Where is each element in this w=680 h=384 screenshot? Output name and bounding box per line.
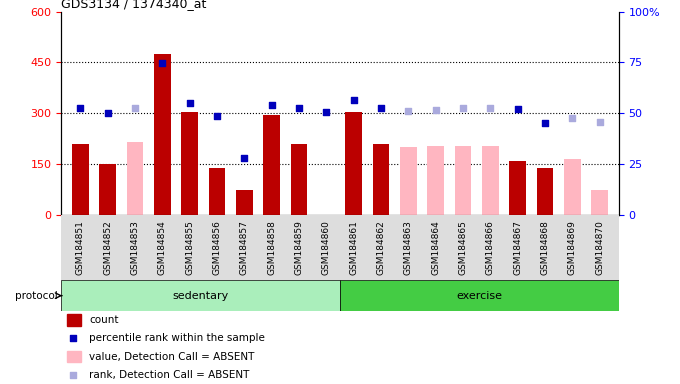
Point xyxy=(211,113,222,119)
Bar xyxy=(67,351,81,362)
Point xyxy=(430,107,441,113)
Bar xyxy=(236,190,252,215)
Bar xyxy=(154,54,171,215)
Text: GSM184854: GSM184854 xyxy=(158,220,167,275)
Bar xyxy=(291,144,307,215)
Point xyxy=(458,105,469,111)
Text: GDS3134 / 1374340_at: GDS3134 / 1374340_at xyxy=(61,0,207,10)
Text: GSM184860: GSM184860 xyxy=(322,220,331,275)
Bar xyxy=(67,314,81,326)
Bar xyxy=(564,159,581,215)
Point xyxy=(75,105,86,111)
Bar xyxy=(72,144,88,215)
Text: GSM184869: GSM184869 xyxy=(568,220,577,275)
Point xyxy=(348,96,359,103)
Text: GSM184853: GSM184853 xyxy=(131,220,139,275)
Bar xyxy=(537,167,554,215)
Point xyxy=(130,105,141,111)
Point xyxy=(267,102,277,108)
Text: value, Detection Call = ABSENT: value, Detection Call = ABSENT xyxy=(89,352,254,362)
Bar xyxy=(509,161,526,215)
Point xyxy=(567,115,578,121)
Text: GSM184862: GSM184862 xyxy=(377,220,386,275)
Point xyxy=(157,60,168,66)
Text: protocol: protocol xyxy=(16,291,58,301)
Text: GSM184856: GSM184856 xyxy=(212,220,222,275)
Text: exercise: exercise xyxy=(456,291,503,301)
Text: GSM184865: GSM184865 xyxy=(458,220,468,275)
Bar xyxy=(61,280,340,311)
Point xyxy=(512,106,523,112)
Bar xyxy=(428,146,444,215)
Text: GSM184863: GSM184863 xyxy=(404,220,413,275)
Point xyxy=(102,110,113,116)
Bar xyxy=(182,112,198,215)
Point xyxy=(239,155,250,161)
Point xyxy=(184,100,195,106)
Bar xyxy=(126,142,143,215)
Bar xyxy=(592,190,608,215)
Text: GSM184859: GSM184859 xyxy=(294,220,303,275)
Bar xyxy=(345,112,362,215)
Point xyxy=(539,121,550,127)
Point xyxy=(68,372,79,378)
Bar xyxy=(400,147,417,215)
Text: GSM184864: GSM184864 xyxy=(431,220,440,275)
Text: GSM184866: GSM184866 xyxy=(486,220,495,275)
Bar xyxy=(263,115,280,215)
Text: GSM184851: GSM184851 xyxy=(76,220,85,275)
Text: GSM184858: GSM184858 xyxy=(267,220,276,275)
Bar xyxy=(340,280,619,311)
Text: GSM184852: GSM184852 xyxy=(103,220,112,275)
Text: sedentary: sedentary xyxy=(173,291,228,301)
Point xyxy=(294,105,305,111)
Point xyxy=(485,105,496,111)
Bar xyxy=(209,167,225,215)
Point xyxy=(68,335,79,341)
Text: count: count xyxy=(89,315,118,325)
Text: GSM184857: GSM184857 xyxy=(240,220,249,275)
Text: GSM184870: GSM184870 xyxy=(595,220,604,275)
Bar xyxy=(99,164,116,215)
Point xyxy=(375,105,386,111)
Text: GSM184855: GSM184855 xyxy=(185,220,194,275)
Text: GSM184868: GSM184868 xyxy=(541,220,549,275)
Text: GSM184867: GSM184867 xyxy=(513,220,522,275)
Text: rank, Detection Call = ABSENT: rank, Detection Call = ABSENT xyxy=(89,370,250,380)
Text: percentile rank within the sample: percentile rank within the sample xyxy=(89,333,265,343)
Point xyxy=(594,119,605,125)
Point xyxy=(403,108,413,114)
Bar xyxy=(373,144,389,215)
Bar xyxy=(455,146,471,215)
Text: GSM184861: GSM184861 xyxy=(349,220,358,275)
Bar xyxy=(482,146,498,215)
Point xyxy=(321,109,332,115)
